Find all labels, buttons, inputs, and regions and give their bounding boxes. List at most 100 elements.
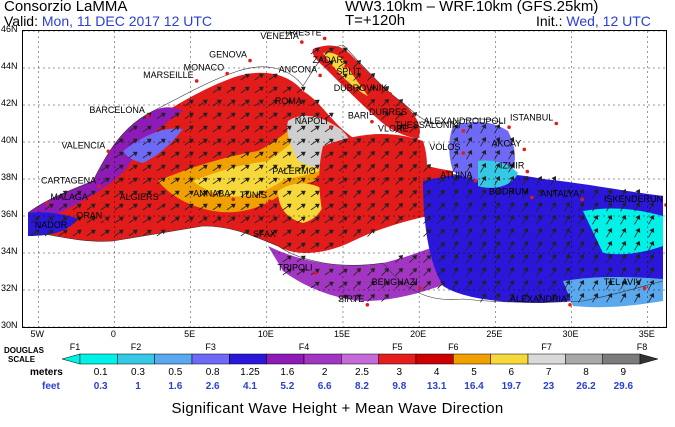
city-label: VALENCIA [61,140,105,150]
wave-arrow [634,202,641,212]
wave-arrow [522,254,529,264]
wave-arrow [508,163,515,173]
wave-arrow [437,254,446,263]
wave-arrow [282,125,292,133]
wave-arrow [452,280,459,290]
wave-arrow [423,215,432,224]
legend-swatch [229,353,267,365]
wave-arrow [620,202,627,212]
city-dot [45,201,50,205]
wave-arrow [296,268,306,276]
wave-arrow [536,293,543,303]
wave-arrow [100,164,110,172]
wave-arrow [536,176,543,186]
wave-arrow [367,293,376,302]
wave-arrow [282,86,292,94]
city-label: ALGIERS [120,192,159,202]
city-label: BARI [348,111,369,121]
city-dot [642,286,647,290]
wave-arrow [423,228,432,237]
legend-swatch [527,353,566,365]
city-label: ISKENDERUN [604,194,663,204]
legend-meters-value: 1.25 [240,367,260,378]
city-dot [248,58,252,63]
legend-feet-value: 29.6 [613,381,634,392]
wave-arrow [338,216,348,224]
wave-arrow [338,73,348,81]
wave-map[interactable]: VENEZIA TRIESTE GENOVA MONACO MARSEILLE ZADAR… [22,30,667,328]
wave-arrow [494,215,501,225]
wave-arrow [634,267,641,277]
legend-force-label: F4 [299,342,310,352]
city-dot [146,114,150,118]
wave-arrow [423,280,432,289]
lead-time: T=+120h [345,12,406,29]
wave-arrow [550,267,557,277]
latitude-tick: 36N [1,209,18,219]
wave-arrow [128,229,138,237]
wave-arrow [212,86,222,94]
wave-arrow [72,203,82,211]
wave-arrow [494,293,501,303]
wave-arrow [184,125,194,133]
wave-arrow [338,177,348,185]
wave-arrow [240,125,250,133]
city-dot [365,303,370,307]
wave-arrow [170,125,180,133]
legend-force-label: F7 [541,342,552,352]
wave-arrow [550,293,557,303]
legend-force-label: F3 [205,342,216,352]
wave-arrow [381,280,390,289]
wave-arrow [324,190,334,198]
sea-gulf-lion [123,128,183,163]
wave-arrow [578,228,585,238]
wave-arrow [310,112,320,120]
wave-arrow [282,242,292,250]
wave-arrow [423,163,432,172]
city-label: ZADAR [313,55,344,65]
longitude-tick: 0 [110,329,116,339]
wave-arrow [353,215,362,224]
wave-arrow [226,112,236,120]
latitude-tick: 40N [1,135,18,145]
wave-arrow [395,202,404,211]
wave-arrow [128,216,138,224]
wave-arrow [452,150,459,160]
wave-arrow [367,98,376,107]
wave-arrow [170,151,180,159]
wave-arrow [620,267,627,277]
wave-arrow [578,241,585,251]
legend-meters-value: 0.8 [205,367,220,378]
city-dot [418,286,423,290]
wave-arrow [508,254,515,264]
city-label: NADOR [35,220,68,230]
wave-arrow [367,215,376,224]
legend-min-arrow [61,353,81,365]
wave-arrow [226,216,236,224]
wave-arrow [310,164,320,172]
longitude-tick: 30E [562,329,579,339]
city-dot [525,169,530,174]
wave-arrow [240,73,250,81]
wave-arrow [381,163,390,172]
legend-feet-value: 4.1 [243,381,257,392]
city-label: CARTAGENA [41,175,96,185]
longitude-tick: 20E [410,329,427,339]
wave-arrow [198,164,208,172]
legend-feet-value: 6.6 [317,381,332,392]
wave-arrow [324,60,334,68]
wave-arrow [409,137,418,146]
legend-swatch [191,353,230,365]
legend-swatch [154,353,193,365]
wave-arrow [409,150,418,159]
wave-arrow [184,190,194,198]
wave-arrow [564,189,571,199]
wave-arrow [226,177,236,185]
wave-arrow [86,229,96,237]
init-time: Init.: Wed, 12 UTC [536,14,651,28]
wave-arrow [58,203,68,211]
wave-arrow [466,176,473,186]
wave-arrow [128,164,138,172]
wave-arrow [268,73,278,81]
sea-aegean-cyan [478,160,518,188]
